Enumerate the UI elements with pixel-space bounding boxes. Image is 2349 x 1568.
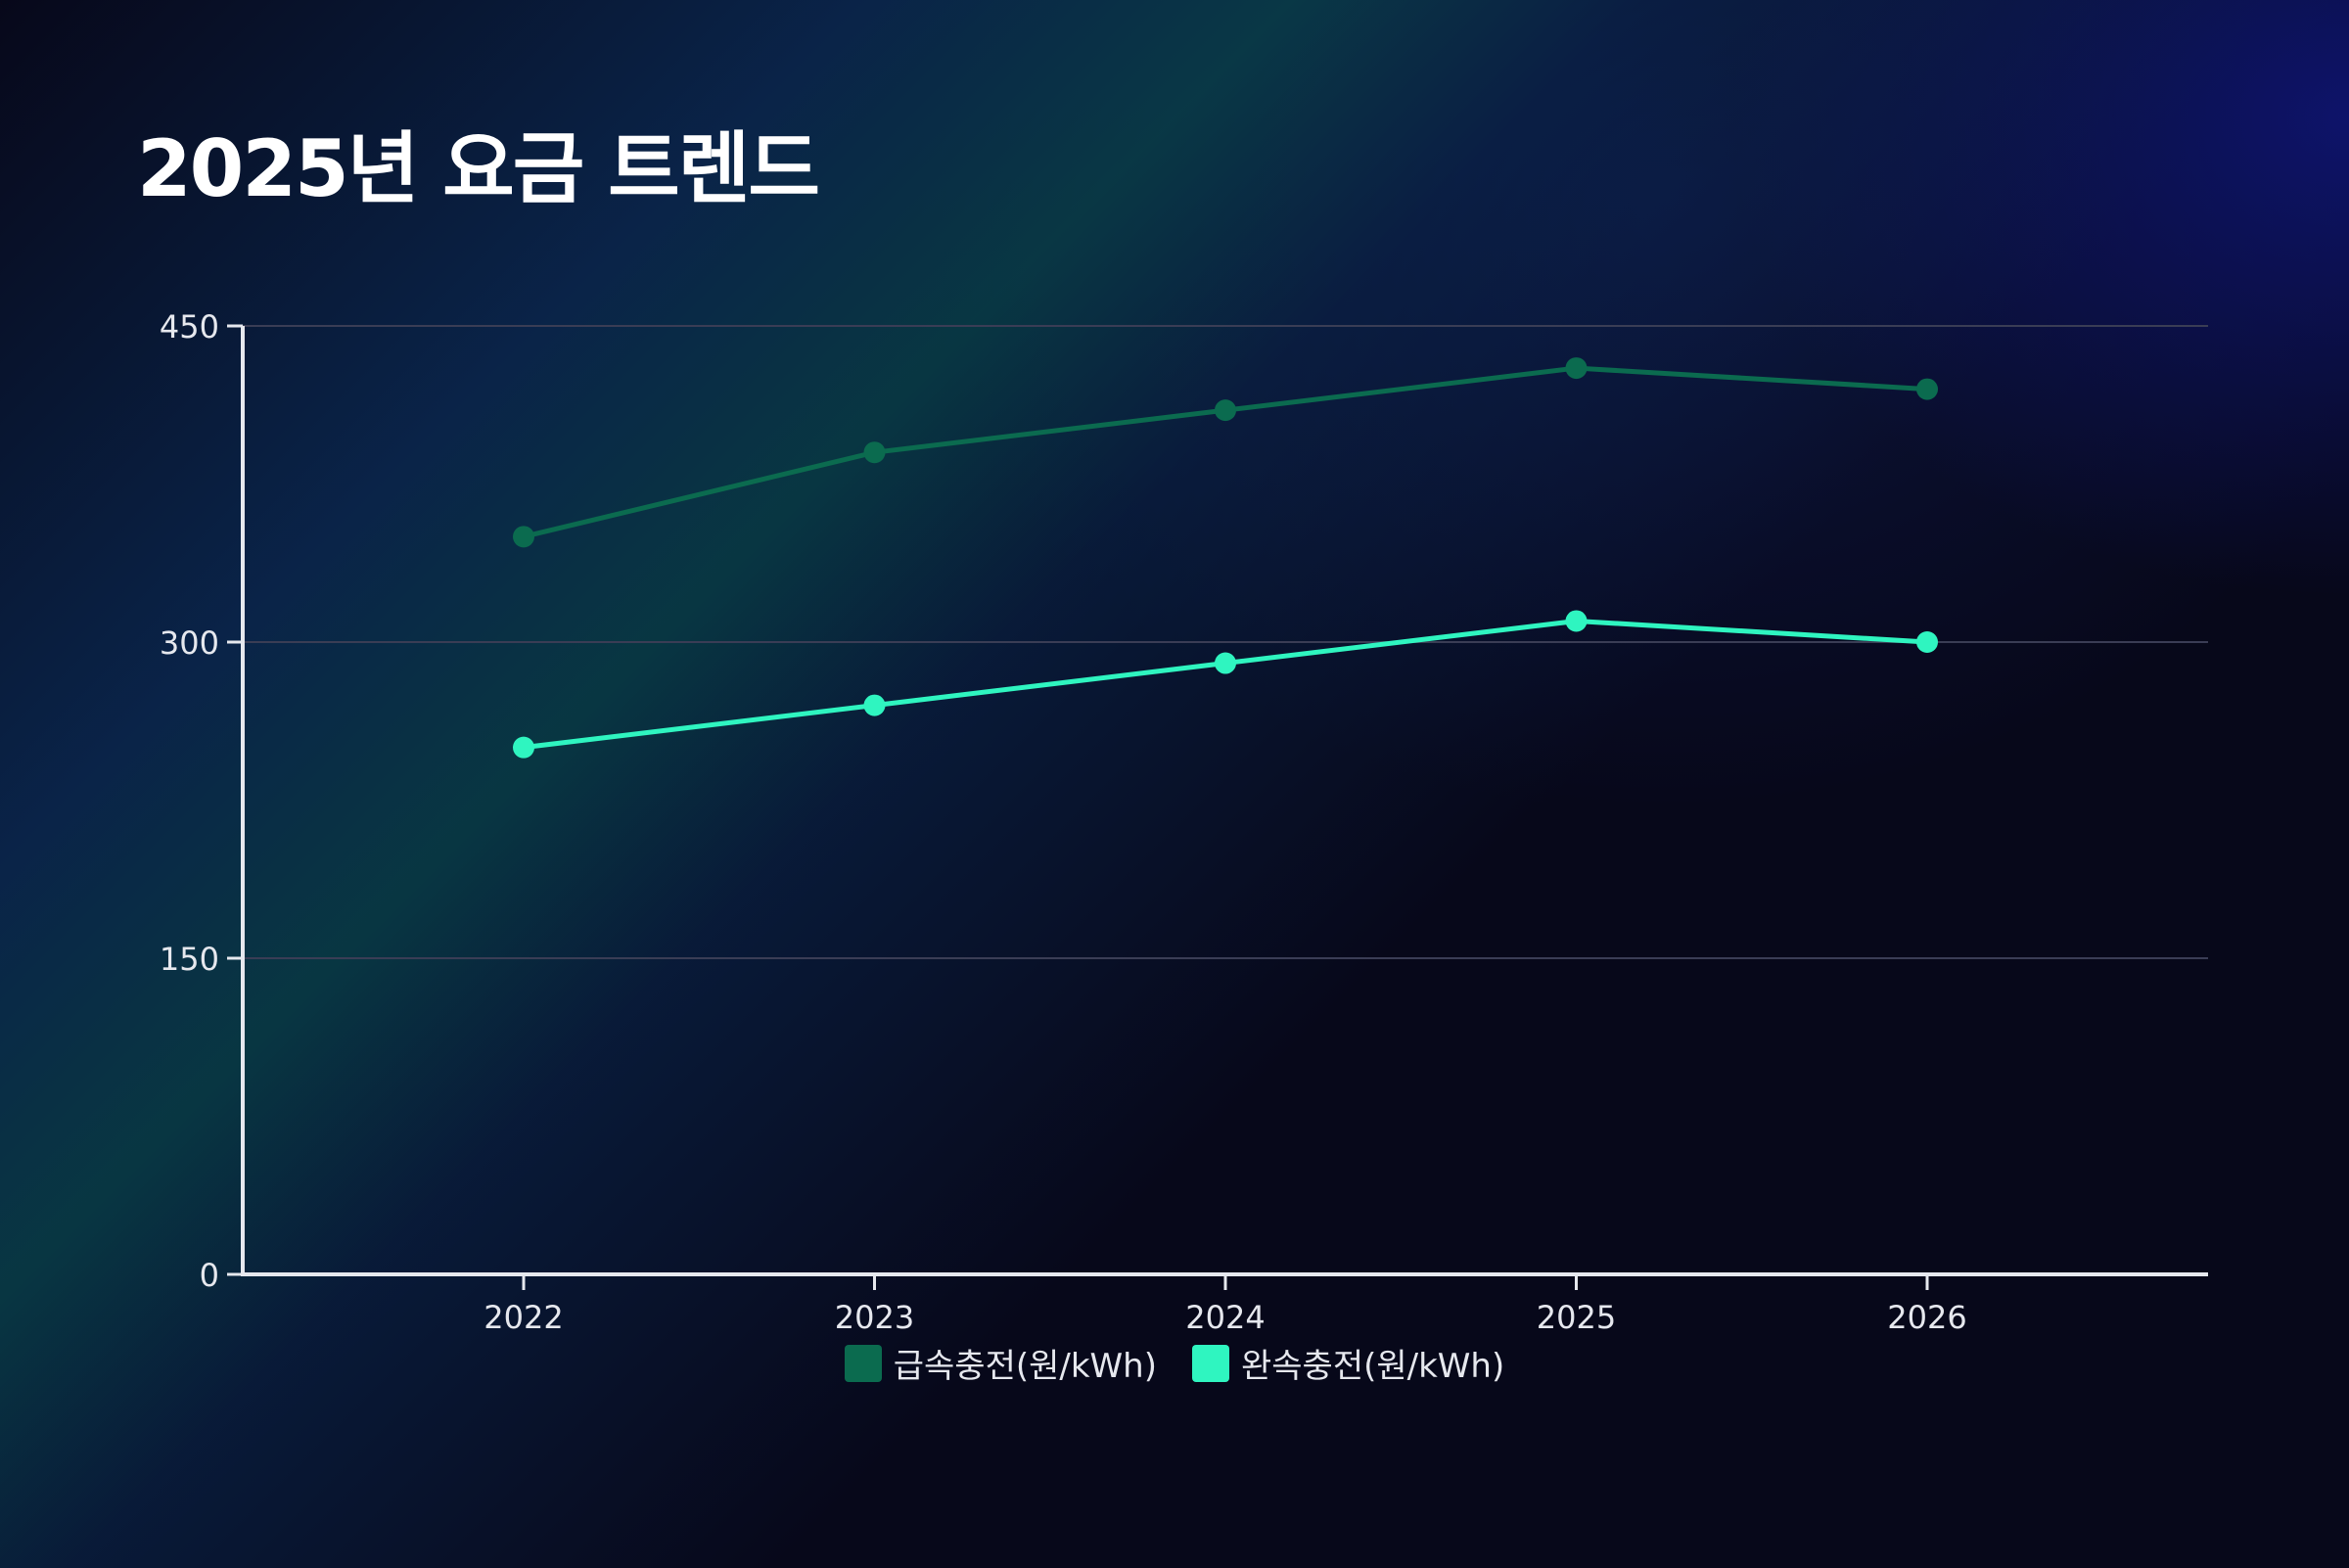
series-lines <box>513 357 1938 759</box>
legend: 급속충전(원/kWh) 완속충전(원/kWh) <box>0 1339 2349 1387</box>
data-point <box>1215 652 1236 674</box>
data-point <box>513 526 534 548</box>
x-tick-label: 2026 <box>1887 1299 1966 1336</box>
series-line <box>523 618 1928 751</box>
series-2 <box>513 610 1938 759</box>
data-point <box>1565 357 1588 380</box>
legend-item: 급속충전(원/kWh) <box>844 1339 1157 1387</box>
y-tick-label: 450 <box>160 308 219 346</box>
series-line <box>523 365 1928 539</box>
data-point <box>1215 399 1236 422</box>
legend-label: 급속충전(원/kWh) <box>893 1347 1157 1386</box>
chart-title: 2025년 요금 트렌드 <box>137 123 820 214</box>
data-point <box>1916 631 1938 653</box>
data-point <box>513 736 534 759</box>
x-tick-label: 2022 <box>484 1299 563 1336</box>
y-tick-label: 300 <box>160 624 219 662</box>
x-tick-label: 2025 <box>1537 1299 1616 1336</box>
x-tick-label: 2023 <box>835 1299 914 1336</box>
y-tick-label: 0 <box>200 1257 219 1294</box>
gridlines <box>243 325 2208 959</box>
data-point <box>863 441 886 464</box>
x-tick-label: 2024 <box>1185 1299 1265 1336</box>
data-point <box>1916 378 1938 400</box>
y-tick-label: 150 <box>160 941 219 978</box>
legend-swatch <box>844 1344 882 1382</box>
series-1 <box>513 357 1938 548</box>
legend-item: 완속충전(원/kWh) <box>1192 1339 1504 1387</box>
legend-label: 완속충전(원/kWh) <box>1241 1347 1505 1386</box>
data-point <box>863 694 886 716</box>
axes: 0 150 300 450 2022 2023 2024 2025 2026 <box>160 308 2208 1336</box>
data-point <box>1565 610 1588 632</box>
legend-swatch <box>1192 1344 1229 1382</box>
